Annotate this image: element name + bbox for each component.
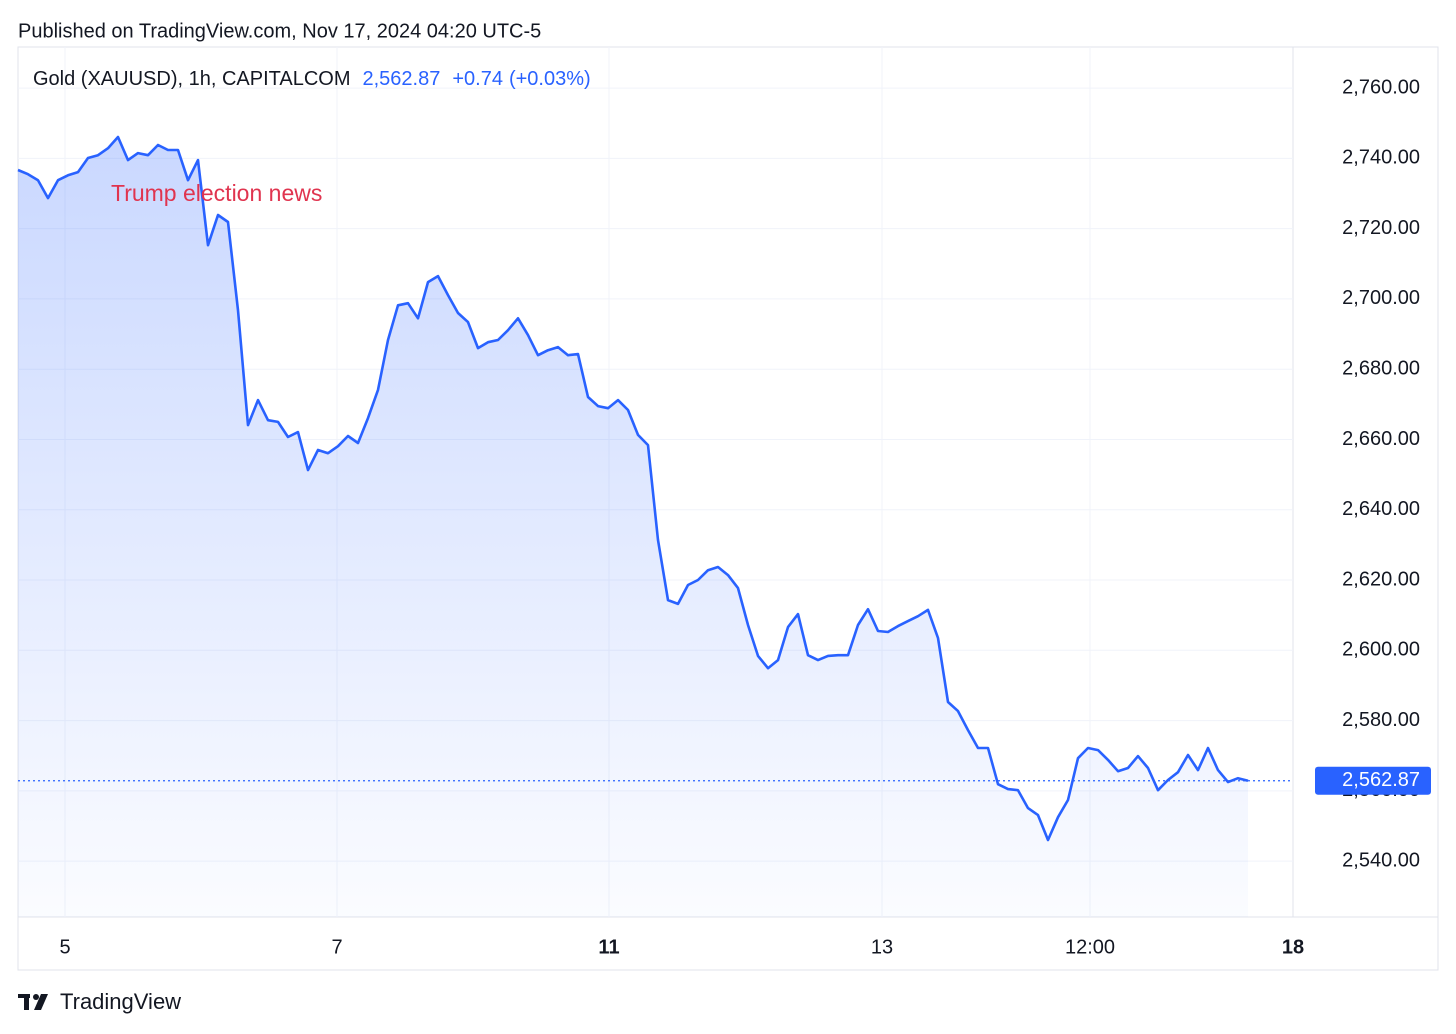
- y-tick-label: 2,640.00: [1342, 498, 1420, 520]
- y-tick-label: 2,700.00: [1342, 287, 1420, 309]
- x-tick-label: 5: [59, 936, 70, 958]
- x-tick-label: 13: [871, 936, 893, 958]
- y-tick-label: 2,720.00: [1342, 217, 1420, 239]
- y-tick-label: 2,600.00: [1342, 639, 1420, 661]
- y-tick-label: 2,660.00: [1342, 428, 1420, 450]
- last-price-label: 2,562.87: [1342, 769, 1420, 791]
- plot: [17, 135, 1293, 917]
- x-tick-label: 11: [598, 936, 619, 958]
- area-fill: [18, 137, 1248, 917]
- legend-header: Gold (XAUUSD), 1h, CAPITALCOM 2,562.87 +0.…: [33, 68, 591, 90]
- symbol: Gold (XAUUSD), 1h, CAPITALCOM: [33, 68, 350, 90]
- y-tick-label: 2,740.00: [1342, 147, 1420, 169]
- published-note: Published on TradingView.com, Nov 17, 20…: [18, 20, 541, 42]
- y-tick-label: 2,580.00: [1342, 709, 1420, 731]
- last-price-box: [1315, 766, 1431, 795]
- brand-logo: [18, 994, 48, 1010]
- x-tick-label: 18: [1282, 936, 1304, 958]
- annotation: Trump election news: [111, 180, 322, 206]
- change: +0.74: [452, 68, 503, 90]
- x-tick-label: 7: [331, 936, 342, 958]
- price-line: [17, 135, 1249, 842]
- last-price: 2,562.87: [362, 68, 440, 90]
- brand: TradingView: [60, 989, 181, 1014]
- y-tick-label: 2,680.00: [1342, 357, 1420, 379]
- x-tick-label: 12:00: [1065, 936, 1115, 958]
- y-tick-label: 2,760.00: [1342, 76, 1420, 98]
- change-percent: (+0.03%): [509, 68, 591, 90]
- y-tick-label: 2,540.00: [1342, 849, 1420, 871]
- y-tick-label: 2,620.00: [1342, 568, 1420, 590]
